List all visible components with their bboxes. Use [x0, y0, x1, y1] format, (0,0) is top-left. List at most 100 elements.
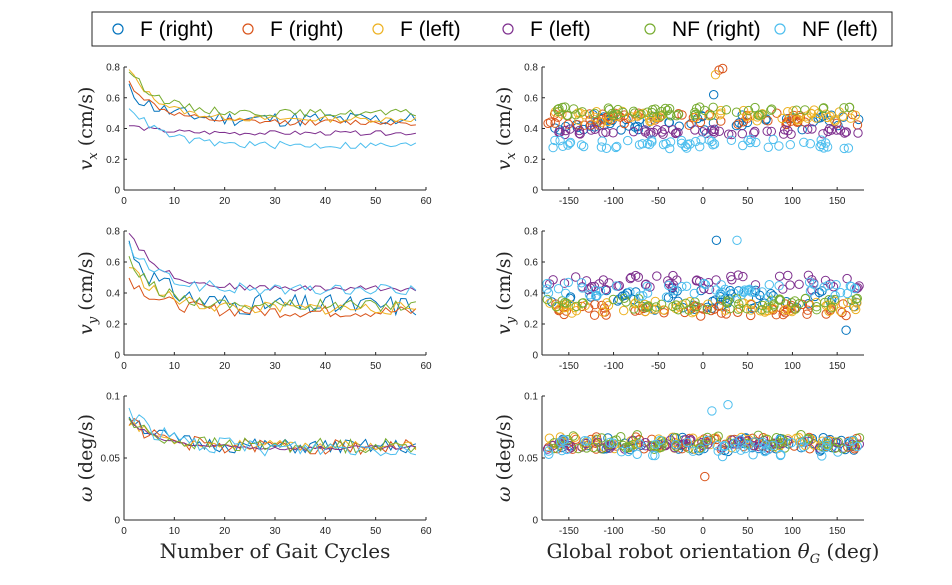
scatter-point — [708, 102, 718, 113]
scatter-point — [696, 135, 706, 145]
legend-box — [91, 11, 893, 47]
scatter-point — [691, 109, 701, 119]
scatter-point — [666, 111, 676, 121]
scatter-point — [807, 124, 817, 134]
scatter-point — [802, 309, 812, 319]
scatter-point — [616, 447, 627, 457]
scatter-point — [542, 284, 552, 294]
y-tick-label: 0.8 — [524, 63, 538, 74]
x-tick-label: 100 — [784, 526, 801, 537]
y-tick-label: 0.6 — [524, 93, 538, 104]
scatter-point — [820, 275, 831, 286]
scatter-point — [839, 103, 849, 113]
scatter-point — [687, 308, 697, 318]
scatter-point — [630, 108, 640, 118]
scatter-point — [708, 126, 719, 137]
scatter-point — [560, 129, 570, 140]
series-line — [128, 108, 417, 150]
x-tick-label: 0 — [121, 526, 127, 537]
scatter-point — [757, 305, 767, 315]
scatter-point — [767, 104, 777, 114]
x-tick-label: 50 — [370, 196, 382, 207]
scatter-point — [623, 446, 634, 457]
x-axis-label: Number of Gait Cycles — [160, 539, 391, 563]
scatter-point — [792, 115, 802, 125]
scatter-point — [563, 277, 573, 288]
scatter-point — [656, 436, 667, 446]
scatter-point — [803, 305, 813, 315]
scatter-point — [664, 104, 675, 114]
scatter-point — [597, 136, 607, 146]
scatter-point — [656, 299, 667, 309]
scatter-point — [788, 106, 798, 116]
scatter-point — [739, 286, 749, 297]
scatter-point — [724, 438, 735, 448]
y-axis-label: vx (cm/s) — [493, 87, 519, 171]
scatter-point — [591, 291, 601, 301]
scatter-point — [658, 139, 669, 150]
scatter-point — [665, 137, 676, 147]
scatter-point — [763, 142, 773, 153]
y-tick-label: 0.8 — [106, 227, 120, 238]
scatter-point — [803, 270, 814, 280]
x-tick-label: 100 — [784, 361, 801, 372]
scatter-point — [799, 436, 810, 446]
scatter-point — [722, 298, 733, 308]
scatter-point — [835, 306, 846, 316]
scatter-point — [668, 301, 678, 312]
x-tick-label: 30 — [269, 526, 281, 537]
scatter-point — [616, 432, 626, 442]
scatter-point — [786, 438, 797, 448]
scatter-point — [608, 438, 619, 448]
data-layer — [542, 400, 865, 482]
x-tick-label: 40 — [320, 196, 332, 207]
x-tick-label: -100 — [604, 196, 624, 207]
scatter-point — [762, 434, 772, 444]
scatter-point — [763, 292, 774, 302]
scatter-point — [786, 116, 796, 126]
scatter-point — [854, 433, 865, 443]
scatter-point — [561, 298, 572, 308]
y-tick-label: 0 — [114, 516, 120, 527]
scatter-point — [655, 435, 665, 446]
scatter-point — [617, 106, 628, 117]
y-tick-label: 0.05 — [519, 454, 539, 465]
y-tick-label: 0.6 — [106, 93, 120, 104]
scatter-point — [731, 107, 742, 117]
scatter-point — [665, 109, 675, 120]
x-tick-label: 0 — [121, 361, 127, 372]
scatter-point — [555, 437, 566, 447]
legend-label: NF (left) — [802, 18, 878, 41]
x-tick-label: -100 — [604, 361, 624, 372]
scatter-point — [709, 90, 719, 100]
scatter-point — [794, 432, 804, 443]
scatter-point — [542, 278, 552, 289]
scatter-point — [732, 235, 742, 246]
scatter-point — [682, 437, 692, 448]
series-line — [128, 232, 417, 292]
scatter-point — [743, 105, 754, 116]
scatter-point — [650, 450, 660, 461]
y-axis-label: ω (deg/s) — [75, 414, 97, 502]
scatter-point — [650, 296, 660, 307]
x-tick-label: 30 — [269, 361, 281, 372]
scatter-point — [780, 125, 790, 135]
chart-omega-orient: -150 -100 -50 0 50 100 150 0 0.05 0.1 ω (deg/s) Glo… — [493, 392, 879, 568]
series-line — [128, 277, 417, 319]
scatter-point — [612, 141, 622, 152]
scatter-point — [696, 311, 706, 321]
legend-label: NF (right) — [672, 18, 761, 41]
scatter-point — [778, 309, 788, 320]
legend-marker — [242, 23, 254, 35]
scatter-point — [543, 446, 554, 456]
scatter-point — [634, 305, 644, 315]
scatter-point — [841, 325, 851, 335]
x-tick-label: 50 — [742, 196, 754, 207]
scatter-point — [749, 437, 760, 447]
scatter-point — [851, 304, 861, 315]
scatter-point — [821, 436, 832, 446]
scatter-point — [565, 124, 575, 134]
scatter-point — [586, 125, 596, 135]
scatter-point — [618, 440, 628, 451]
scatter-point — [642, 139, 653, 149]
